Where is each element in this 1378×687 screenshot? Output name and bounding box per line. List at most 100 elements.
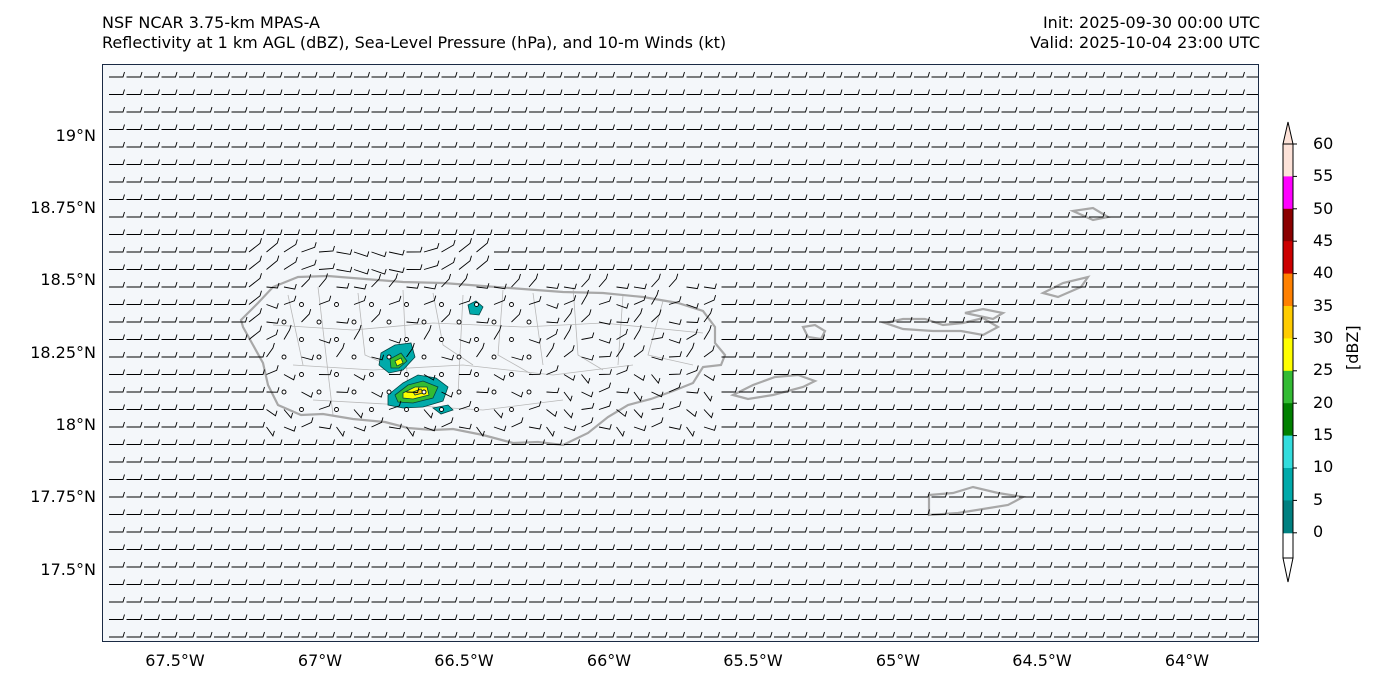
cb-label-60: 60 bbox=[1313, 134, 1334, 153]
wind-barb bbox=[266, 141, 283, 148]
wind-barb bbox=[441, 544, 458, 550]
wind-barb bbox=[231, 176, 248, 183]
wind-barb bbox=[161, 369, 178, 375]
wind-barb bbox=[354, 474, 370, 480]
wind-barb bbox=[616, 365, 629, 375]
wind-barb bbox=[1159, 631, 1175, 638]
wind-barb bbox=[966, 159, 983, 165]
wind-barb bbox=[371, 251, 387, 258]
wind-barb bbox=[896, 544, 913, 550]
wind-barb bbox=[1036, 439, 1053, 445]
wind-barb bbox=[249, 369, 265, 375]
wind-barb bbox=[844, 334, 860, 340]
wind-barb bbox=[668, 296, 682, 305]
wind-barb bbox=[511, 456, 528, 463]
wind-barb bbox=[179, 106, 195, 113]
wind-barb bbox=[791, 124, 808, 130]
wind-barb bbox=[1071, 351, 1088, 358]
calm-marker bbox=[281, 354, 287, 360]
wind-barb bbox=[686, 342, 695, 358]
wind-barb bbox=[406, 509, 423, 515]
wind-barb bbox=[581, 561, 598, 568]
wind-barb bbox=[109, 246, 125, 253]
map-panel[interactable] bbox=[102, 64, 1259, 642]
wind-barb bbox=[284, 106, 300, 113]
init-time: Init: 2025-09-30 00:00 UTC bbox=[1042, 13, 1260, 32]
wind-barb bbox=[564, 474, 580, 480]
wind-barb bbox=[721, 386, 738, 393]
wind-barb bbox=[1229, 229, 1245, 235]
wind-barb bbox=[161, 299, 178, 305]
wind-barb bbox=[371, 614, 388, 620]
wind-barb bbox=[441, 141, 458, 148]
wind-barb bbox=[564, 614, 580, 620]
wind-barb bbox=[1036, 159, 1053, 165]
wind-barb bbox=[266, 89, 283, 95]
wind-barb bbox=[599, 71, 615, 78]
wind-barb bbox=[1019, 106, 1035, 113]
wind-barb bbox=[1054, 124, 1070, 130]
wind-barb bbox=[511, 124, 528, 130]
wind-barb bbox=[283, 425, 297, 432]
wind-barb bbox=[1211, 614, 1228, 620]
wind-barb bbox=[424, 526, 440, 533]
wind-barb bbox=[353, 425, 367, 432]
wind-barb bbox=[301, 491, 318, 498]
wind-barb bbox=[424, 614, 440, 620]
wind-barb bbox=[826, 614, 843, 620]
wind-barb bbox=[231, 509, 248, 515]
wind-barb bbox=[756, 474, 773, 480]
wind-barb bbox=[424, 89, 440, 95]
wind-barb bbox=[1036, 561, 1053, 568]
wind-barb bbox=[301, 71, 318, 78]
calm-marker bbox=[369, 337, 374, 342]
wind-barb bbox=[441, 631, 458, 638]
wind-barb bbox=[459, 631, 475, 638]
wind-barb bbox=[756, 299, 773, 305]
calm-marker bbox=[509, 372, 514, 377]
wind-barb bbox=[844, 386, 860, 393]
wind-barb bbox=[669, 526, 685, 533]
wind-barb bbox=[1054, 491, 1070, 498]
wind-barb bbox=[1229, 211, 1245, 218]
wind-barb bbox=[651, 544, 668, 550]
wind-barb bbox=[546, 71, 563, 78]
wind-barb bbox=[424, 579, 440, 585]
wind-barb bbox=[283, 256, 298, 270]
wind-barb bbox=[354, 526, 370, 533]
wind-barb bbox=[844, 176, 860, 183]
wind-barb bbox=[826, 124, 843, 130]
calm-marker bbox=[334, 407, 339, 412]
wind-barb bbox=[1176, 456, 1193, 463]
wind-barb bbox=[616, 106, 633, 113]
wind-barb bbox=[598, 424, 612, 430]
calm-marker bbox=[351, 389, 357, 395]
wind-barb bbox=[1124, 561, 1140, 568]
wind-barb bbox=[1141, 124, 1158, 130]
wind-barb bbox=[651, 391, 664, 398]
wind-barb bbox=[844, 246, 860, 253]
wind-barb bbox=[161, 124, 178, 130]
wind-barb bbox=[529, 141, 545, 148]
wind-barb bbox=[581, 309, 592, 323]
wind-barb bbox=[319, 526, 335, 533]
wind-barb bbox=[284, 176, 300, 183]
wind-barb bbox=[931, 561, 948, 568]
wind-barb bbox=[809, 334, 825, 340]
wind-barb bbox=[826, 404, 843, 410]
map-canvas[interactable] bbox=[103, 65, 1259, 642]
wind-barb bbox=[144, 386, 160, 393]
wind-barb bbox=[634, 491, 650, 498]
wind-barb bbox=[1019, 491, 1035, 498]
wind-barb bbox=[1089, 631, 1105, 638]
wind-barb bbox=[791, 596, 808, 603]
wind-barb bbox=[283, 295, 297, 305]
wind-barb bbox=[126, 369, 143, 375]
wind-barb bbox=[1071, 369, 1088, 375]
wind-barb bbox=[1054, 194, 1070, 200]
wind-barb bbox=[1229, 421, 1245, 428]
wind-barb bbox=[284, 491, 300, 498]
wind-barb bbox=[931, 351, 948, 358]
wind-barb bbox=[249, 194, 265, 200]
wind-barb bbox=[389, 474, 405, 480]
